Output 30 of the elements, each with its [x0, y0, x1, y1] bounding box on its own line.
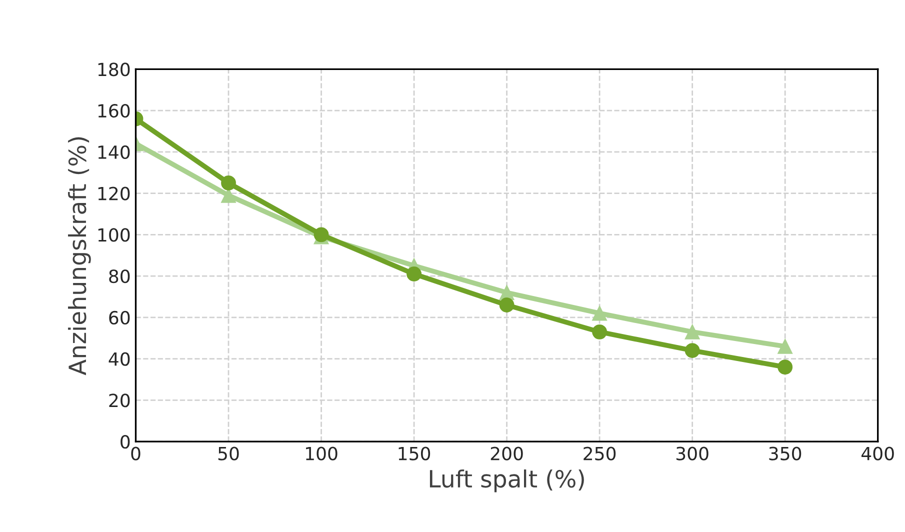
x-tick-label: 350	[769, 446, 802, 460]
y-tick-label: 80	[109, 270, 130, 284]
point	[684, 324, 700, 340]
y-axis-title: Anziehungskraft (%)	[68, 137, 91, 376]
x-tick-label: 150	[398, 446, 430, 460]
point	[778, 338, 793, 354]
point	[406, 266, 422, 282]
point	[499, 298, 514, 312]
x-tick-label: 300	[676, 446, 708, 460]
y-tick-label: 100	[98, 228, 130, 242]
y-tick-label: 160	[98, 104, 130, 118]
y-tick-label: 140	[98, 145, 130, 160]
x-tick-label: 250	[584, 446, 616, 460]
point	[684, 343, 700, 358]
point	[592, 306, 608, 321]
point	[592, 324, 608, 340]
x-tick-label: 50	[218, 446, 239, 460]
x-tick-label: 400	[862, 446, 894, 460]
x-axis-title: Luft spalt (%)	[430, 469, 584, 492]
point	[221, 175, 236, 190]
y-tick-label: 180	[98, 62, 130, 76]
point	[778, 360, 793, 375]
y-tick-label: 60	[109, 310, 130, 325]
y-tick-label: 120	[98, 186, 130, 200]
y-tick-label: 40	[108, 352, 130, 366]
x-tick-label: 0	[131, 446, 140, 460]
y-tick-label: 0	[120, 435, 130, 449]
x-tick-label: 200	[490, 446, 523, 460]
x-tick-label: 100	[306, 446, 338, 460]
y-tick-label: 20	[109, 394, 130, 408]
